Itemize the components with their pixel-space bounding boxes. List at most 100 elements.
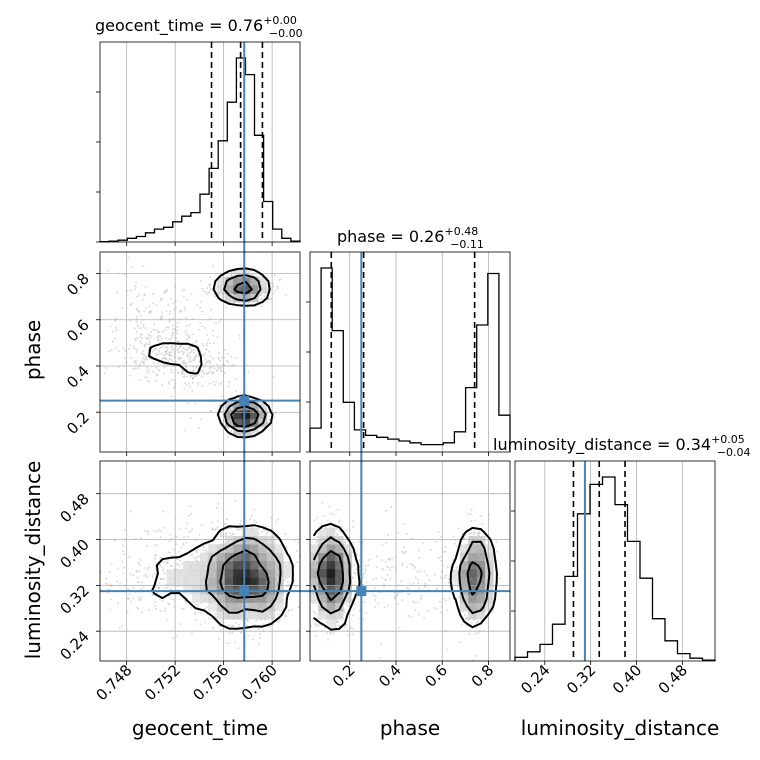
scatter-point xyxy=(278,620,281,623)
scatter-point xyxy=(182,347,185,349)
scatter-point xyxy=(190,359,193,362)
scatter-point xyxy=(181,288,184,291)
scatter-point xyxy=(227,353,230,356)
scatter-point xyxy=(172,301,175,304)
scatter-point xyxy=(185,324,188,327)
scatter-point xyxy=(216,506,218,509)
scatter-point xyxy=(195,603,198,606)
scatter-point xyxy=(204,327,207,329)
scatter-point xyxy=(105,367,108,369)
scatter-point xyxy=(144,327,147,330)
scatter-point xyxy=(195,551,198,554)
scatter-point xyxy=(216,520,219,523)
scatter-point xyxy=(390,505,393,508)
scatter-point xyxy=(118,626,121,629)
scatter-point xyxy=(134,288,137,291)
scatter-point xyxy=(344,625,346,628)
scatter-point xyxy=(207,617,210,620)
scatter-point xyxy=(217,502,220,505)
scatter-point xyxy=(276,613,279,616)
scatter-point xyxy=(382,583,385,586)
scatter-point xyxy=(109,325,112,328)
scatter-point xyxy=(135,295,138,298)
scatter-point xyxy=(107,588,110,591)
scatter-point xyxy=(151,594,154,597)
scatter-point xyxy=(257,628,260,631)
scatter-point xyxy=(185,527,187,530)
scatter-point xyxy=(390,557,393,560)
scatter-point xyxy=(145,376,148,379)
scatter-point xyxy=(206,342,208,345)
scatter-point xyxy=(420,597,422,600)
scatter-point xyxy=(143,574,146,577)
scatter-point xyxy=(129,374,132,377)
scatter-point xyxy=(170,358,173,361)
scatter-point xyxy=(185,317,187,320)
scatter-point xyxy=(137,581,140,584)
scatter-point xyxy=(251,514,253,517)
scatter-point xyxy=(160,384,163,387)
scatter-point xyxy=(136,307,139,310)
scatter-point xyxy=(161,357,164,360)
scatter-point xyxy=(159,610,162,612)
scatter-point xyxy=(188,347,191,350)
scatter-point xyxy=(170,588,172,591)
scatter-point xyxy=(202,545,205,548)
scatter-point xyxy=(214,616,217,618)
scatter-point xyxy=(136,317,139,320)
scatter-point xyxy=(205,287,208,290)
scatter-point xyxy=(455,566,458,569)
scatter-point xyxy=(474,632,477,635)
scatter-point xyxy=(423,617,426,620)
scatter-point xyxy=(127,597,130,600)
scatter-point xyxy=(149,343,151,346)
scatter-point xyxy=(182,607,185,610)
scatter-point xyxy=(235,389,238,392)
scatter-point xyxy=(186,348,189,351)
scatter-point xyxy=(224,372,226,374)
scatter-point xyxy=(153,529,155,532)
scatter-point xyxy=(194,402,197,405)
scatter-point xyxy=(168,358,171,361)
scatter-point xyxy=(209,370,212,372)
scatter-point xyxy=(160,352,163,355)
scatter-point xyxy=(168,338,171,341)
scatter-point xyxy=(154,328,157,331)
scatter-point xyxy=(187,402,190,405)
scatter-point xyxy=(214,613,217,616)
scatter-point xyxy=(235,528,238,531)
scatter-point xyxy=(193,357,196,360)
scatter-point xyxy=(225,518,228,521)
scatter-point xyxy=(157,349,160,352)
scatter-point xyxy=(414,609,417,611)
scatter-point xyxy=(144,530,147,533)
scatter-point xyxy=(160,578,162,581)
scatter-point xyxy=(172,387,175,389)
scatter-point xyxy=(183,348,186,351)
scatter-point xyxy=(144,573,147,576)
scatter-point xyxy=(168,551,171,554)
scatter-point xyxy=(142,325,145,328)
scatter-point xyxy=(175,543,178,546)
scatter-point xyxy=(148,311,151,313)
scatter-point xyxy=(190,512,193,515)
scatter-point xyxy=(381,544,384,547)
scatter-point xyxy=(195,618,198,621)
scatter-point xyxy=(213,367,216,370)
scatter-point xyxy=(188,360,191,363)
scatter-point xyxy=(176,325,179,328)
scatter-point xyxy=(442,550,445,553)
scatter-point xyxy=(477,632,480,634)
scatter-point xyxy=(204,358,207,361)
scatter-point xyxy=(116,580,119,583)
scatter-point xyxy=(442,597,445,600)
scatter-point xyxy=(188,335,191,338)
scatter-point xyxy=(277,287,279,290)
scatter-point xyxy=(266,531,269,534)
scatter-point xyxy=(291,608,294,611)
scatter-point xyxy=(231,533,234,536)
scatter-point xyxy=(191,374,194,376)
scatter-point xyxy=(109,608,112,611)
scatter-point xyxy=(435,587,438,590)
scatter-point xyxy=(351,541,354,544)
